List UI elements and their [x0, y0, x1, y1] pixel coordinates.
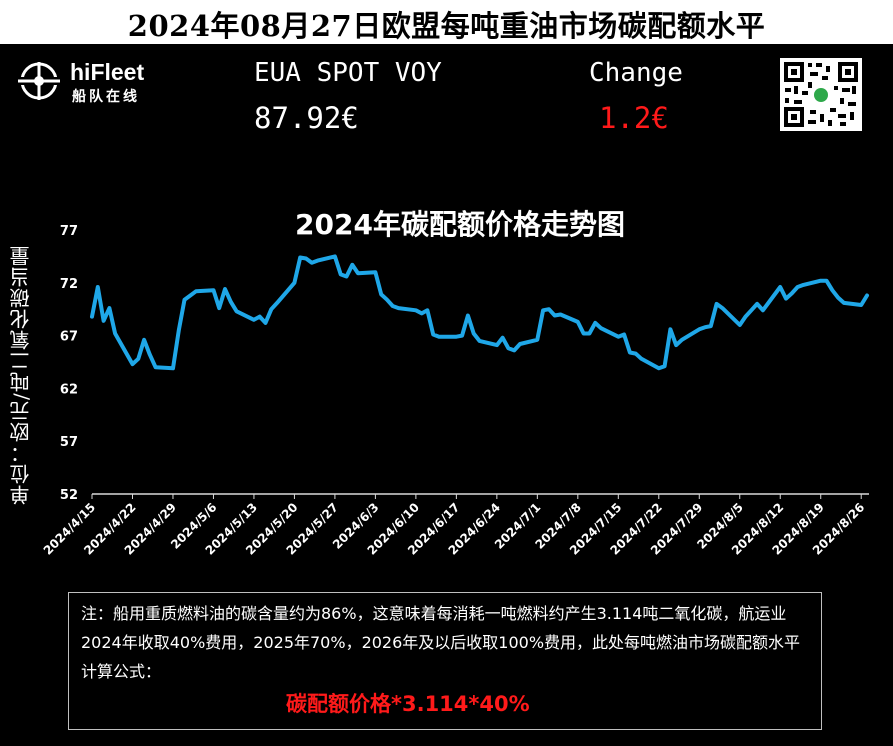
logo-subtitle: 船队在线	[72, 89, 140, 105]
note-text: 注：船用重质燃料油的碳含量约为86%，这意味着每消耗一吨燃料约产生3.114吨二…	[81, 604, 801, 681]
x-axis: 2024/4/152024/4/222024/4/292024/5/62024/…	[41, 493, 869, 558]
price-trend-chart: 2024年碳配额价格走势图 52 57 62 67 72 77 2024/4/152024…	[41, 208, 869, 558]
ship-wheel-globe-icon	[18, 62, 60, 100]
hifleet-logo: hiFleet 船队在线	[16, 58, 166, 106]
y-tick-label: 77	[60, 224, 78, 239]
page-title: 2024年08月27日欧盟每吨重油市场碳配额水平	[127, 9, 766, 43]
y-tick-label: 62	[60, 382, 78, 397]
ticker-label: EUA SPOT VOY	[254, 58, 442, 88]
y-axis-ticks: 52 57 62 67 72 77	[60, 224, 78, 503]
y-tick-label: 67	[60, 330, 78, 345]
y-axis-title: 单位：欧元/吨二氧化碳当量	[9, 245, 33, 505]
qr-code-icon	[780, 58, 862, 131]
chart-title: 2024年碳配额价格走势图	[295, 208, 625, 241]
y-tick-label: 72	[60, 277, 78, 292]
change-value: 1.2€	[599, 101, 669, 135]
formula-text: 碳配额价格*3.114*40%	[286, 692, 530, 716]
y-tick-label: 52	[60, 488, 78, 503]
ticker-price: 87.92€	[254, 101, 359, 135]
series-line-0	[90, 254, 869, 371]
y-tick-label: 57	[60, 435, 78, 450]
change-label: Change	[589, 58, 683, 88]
note-box: 注：船用重质燃料油的碳含量约为86%，这意味着每消耗一吨燃料约产生3.114吨二…	[68, 592, 822, 730]
logo-name: hiFleet	[70, 59, 145, 85]
series-layer	[90, 254, 869, 371]
title-bar: 2024年08月27日欧盟每吨重油市场碳配额水平	[0, 0, 893, 44]
